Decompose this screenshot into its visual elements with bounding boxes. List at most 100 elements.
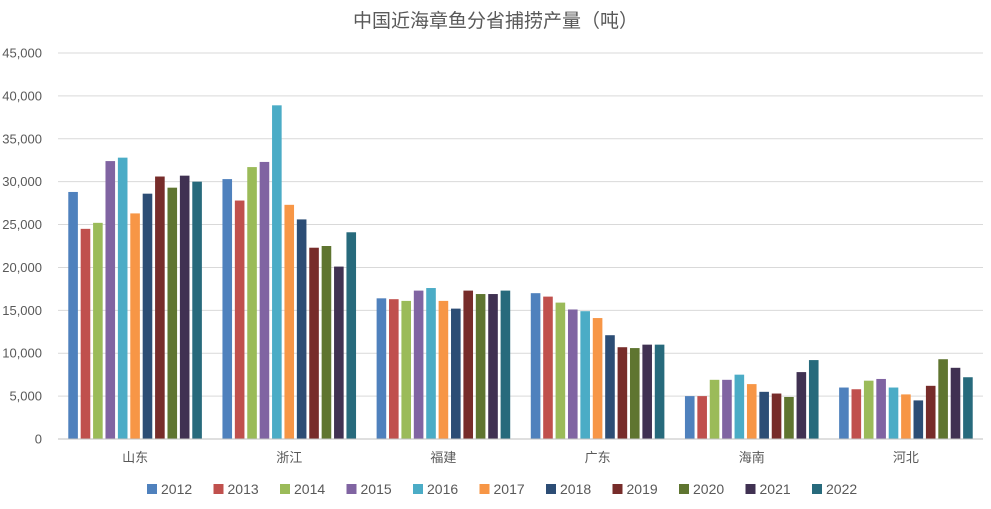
bar-2016-5 [888, 387, 899, 439]
bar-2022-2 [500, 290, 511, 439]
bar-2015-5 [876, 378, 886, 439]
x-category-label: 河北 [893, 451, 919, 466]
y-tick-label: 40,000 [2, 88, 42, 103]
legend-item-2012: 2012 [147, 481, 192, 497]
gridlines [58, 52, 983, 397]
legend-label: 2017 [494, 481, 525, 497]
legend-swatch [812, 484, 822, 494]
x-category-label: 海南 [739, 450, 765, 466]
bar-2021-5 [950, 367, 961, 439]
y-tick-label: 0 [35, 432, 42, 447]
bar-2022-1 [346, 232, 357, 439]
bar-2016-2 [426, 288, 436, 439]
bar-2013-2 [389, 299, 399, 439]
bar-2019-1 [309, 247, 319, 439]
y-tick-label: 25,000 [2, 217, 42, 232]
legend-swatch [745, 484, 756, 494]
bar-2021-0 [179, 175, 190, 439]
x-category-label: 浙江 [276, 451, 302, 466]
bar-2020-4 [784, 396, 794, 439]
y-tick-label: 35,000 [2, 131, 42, 146]
legend: 2012 2013 2014 2015 2016 2017 2018 2019 2020 2021… [147, 481, 857, 497]
bar-2022-3 [654, 344, 665, 439]
bar-2015-0 [105, 161, 116, 439]
legend-label: 2016 [427, 481, 458, 497]
bar-2012-3 [530, 293, 541, 439]
legend-item-2017: 2017 [479, 481, 525, 497]
bar-2013-5 [851, 389, 862, 439]
bar-2019-2 [463, 290, 474, 439]
bar-2014-4 [709, 379, 720, 439]
bar-2019-0 [155, 176, 165, 439]
legend-label: 2020 [693, 481, 724, 497]
y-tick-label: 5,000 [9, 389, 42, 404]
legend-item-2014: 2014 [280, 481, 325, 497]
bar-2021-3 [642, 344, 652, 439]
legend-swatch [546, 484, 556, 494]
bar-2012-0 [68, 191, 78, 439]
bar-2020-5 [938, 359, 948, 439]
bar-2016-1 [272, 105, 282, 439]
legend-label: 2019 [627, 481, 658, 497]
x-axis-categories: 山东 浙江 福建 广东 海南 河北 [122, 450, 919, 466]
legend-label: 2022 [826, 481, 857, 497]
legend-swatch [213, 484, 224, 494]
y-tick-label: 30,000 [2, 174, 42, 189]
legend-item-2016: 2016 [413, 481, 458, 497]
bar-2012-1 [222, 179, 233, 440]
bar-2019-3 [617, 347, 628, 439]
bar-2018-4 [759, 391, 769, 439]
legend-swatch [346, 484, 357, 494]
bar-2014-1 [247, 167, 257, 439]
bar-2017-3 [592, 318, 603, 439]
bar-2019-4 [771, 393, 782, 439]
legend-swatch [612, 484, 623, 494]
legend-item-2019: 2019 [612, 481, 658, 497]
legend-item-2015: 2015 [346, 481, 392, 497]
legend-label: 2013 [228, 481, 259, 497]
legend-swatch [679, 484, 689, 494]
bars [68, 105, 973, 440]
x-category-label: 福建 [430, 451, 456, 466]
y-tick-label: 45,000 [2, 46, 42, 61]
bar-2018-5 [913, 400, 924, 439]
bar-2013-0 [80, 228, 91, 439]
bar-2017-2 [438, 300, 449, 439]
bar-2018-2 [451, 308, 461, 439]
bar-2015-1 [259, 161, 270, 439]
bar-2014-3 [555, 302, 566, 439]
bar-2021-2 [488, 294, 498, 439]
bar-2022-0 [192, 181, 202, 439]
y-tick-label: 15,000 [2, 303, 42, 318]
bar-2017-1 [284, 204, 295, 439]
bar-2020-0 [167, 187, 178, 439]
bar-2016-3 [580, 311, 590, 439]
legend-item-2022: 2022 [812, 481, 857, 497]
legend-item-2013: 2013 [213, 481, 259, 497]
bar-2017-4 [746, 384, 757, 439]
y-tick-label: 20,000 [2, 260, 42, 275]
bar-2013-3 [543, 296, 553, 439]
bar-2018-3 [605, 335, 615, 439]
chart-title: 中国近海章鱼分省捕捞产量（吨） [353, 10, 638, 32]
bar-2012-2 [376, 298, 387, 439]
legend-label: 2012 [161, 481, 192, 497]
bar-2021-4 [796, 372, 807, 439]
bar-2013-1 [234, 200, 245, 439]
legend-item-2021: 2021 [745, 481, 791, 497]
bar-2014-5 [863, 380, 874, 439]
bar-2020-3 [629, 348, 640, 439]
y-axis-ticks: 0 5,000 10,000 15,000 20,000 25,000 30,000 35,0… [2, 46, 42, 447]
bar-2020-1 [321, 246, 332, 439]
legend-swatch [280, 484, 290, 494]
bar-2014-2 [401, 300, 412, 439]
legend-label: 2021 [760, 481, 791, 497]
bar-2015-4 [722, 379, 732, 439]
bar-2015-2 [413, 290, 424, 439]
legend-swatch [147, 484, 157, 494]
bar-2020-2 [475, 294, 486, 439]
bar-2021-1 [334, 266, 344, 439]
bar-2022-5 [963, 377, 973, 439]
legend-swatch [413, 484, 423, 494]
